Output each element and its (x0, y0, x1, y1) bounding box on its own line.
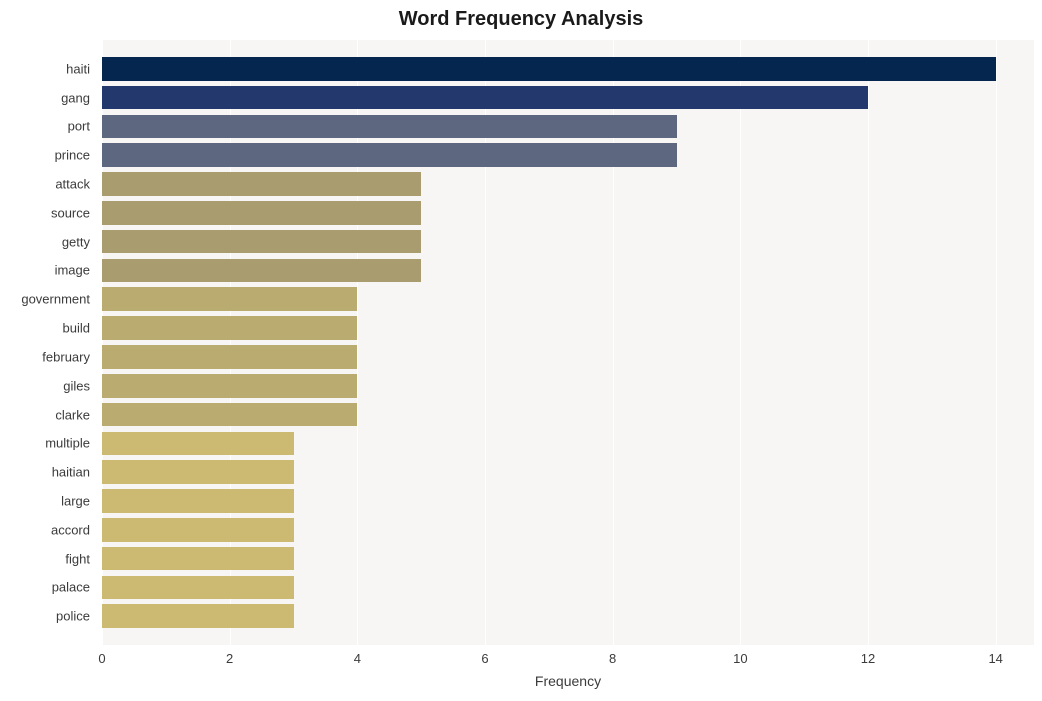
bar (102, 604, 294, 628)
y-tick-label: gang (0, 90, 90, 105)
grid-line (996, 40, 997, 645)
y-tick-label: palace (0, 580, 90, 595)
chart-title: Word Frequency Analysis (0, 8, 1042, 31)
bar (102, 374, 357, 398)
bar (102, 172, 421, 196)
y-tick-label: clarke (0, 407, 90, 422)
y-tick-label: haiti (0, 61, 90, 76)
bar (102, 287, 357, 311)
y-tick-label: port (0, 119, 90, 134)
x-tick-label: 8 (609, 651, 616, 666)
y-tick-label: haitian (0, 465, 90, 480)
bar (102, 518, 294, 542)
bar (102, 345, 357, 369)
bar (102, 547, 294, 571)
bar (102, 201, 421, 225)
x-tick-label: 0 (98, 651, 105, 666)
x-tick-label: 6 (481, 651, 488, 666)
plot-area (102, 40, 1034, 645)
y-tick-label: government (0, 292, 90, 307)
y-tick-label: large (0, 493, 90, 508)
y-tick-label: multiple (0, 436, 90, 451)
bar (102, 259, 421, 283)
bar (102, 460, 294, 484)
y-tick-label: accord (0, 522, 90, 537)
y-tick-label: fight (0, 551, 90, 566)
x-tick-label: 12 (861, 651, 875, 666)
chart-container: Word Frequency Analysis haiti gang port pri… (0, 0, 1042, 701)
x-tick-label: 4 (354, 651, 361, 666)
y-tick-label: build (0, 321, 90, 336)
bar (102, 316, 357, 340)
x-axis-title: Frequency (102, 673, 1034, 689)
bar (102, 432, 294, 456)
y-tick-label: police (0, 609, 90, 624)
y-tick-label: prince (0, 148, 90, 163)
bar (102, 576, 294, 600)
bar (102, 143, 677, 167)
x-tick-label: 14 (988, 651, 1002, 666)
bar (102, 489, 294, 513)
grid-line (740, 40, 741, 645)
x-axis-ticks: 02468101214 (102, 651, 1034, 671)
y-tick-label: image (0, 263, 90, 278)
x-tick-label: 10 (733, 651, 747, 666)
y-tick-label: getty (0, 234, 90, 249)
y-tick-label: february (0, 349, 90, 364)
bar (102, 403, 357, 427)
y-axis-labels: haiti gang port prince attack source getty imag… (0, 40, 96, 645)
bar (102, 86, 868, 110)
bar (102, 230, 421, 254)
bar (102, 115, 677, 139)
y-tick-label: giles (0, 378, 90, 393)
y-tick-label: source (0, 205, 90, 220)
x-tick-label: 2 (226, 651, 233, 666)
grid-line (868, 40, 869, 645)
bar (102, 57, 996, 81)
y-tick-label: attack (0, 177, 90, 192)
